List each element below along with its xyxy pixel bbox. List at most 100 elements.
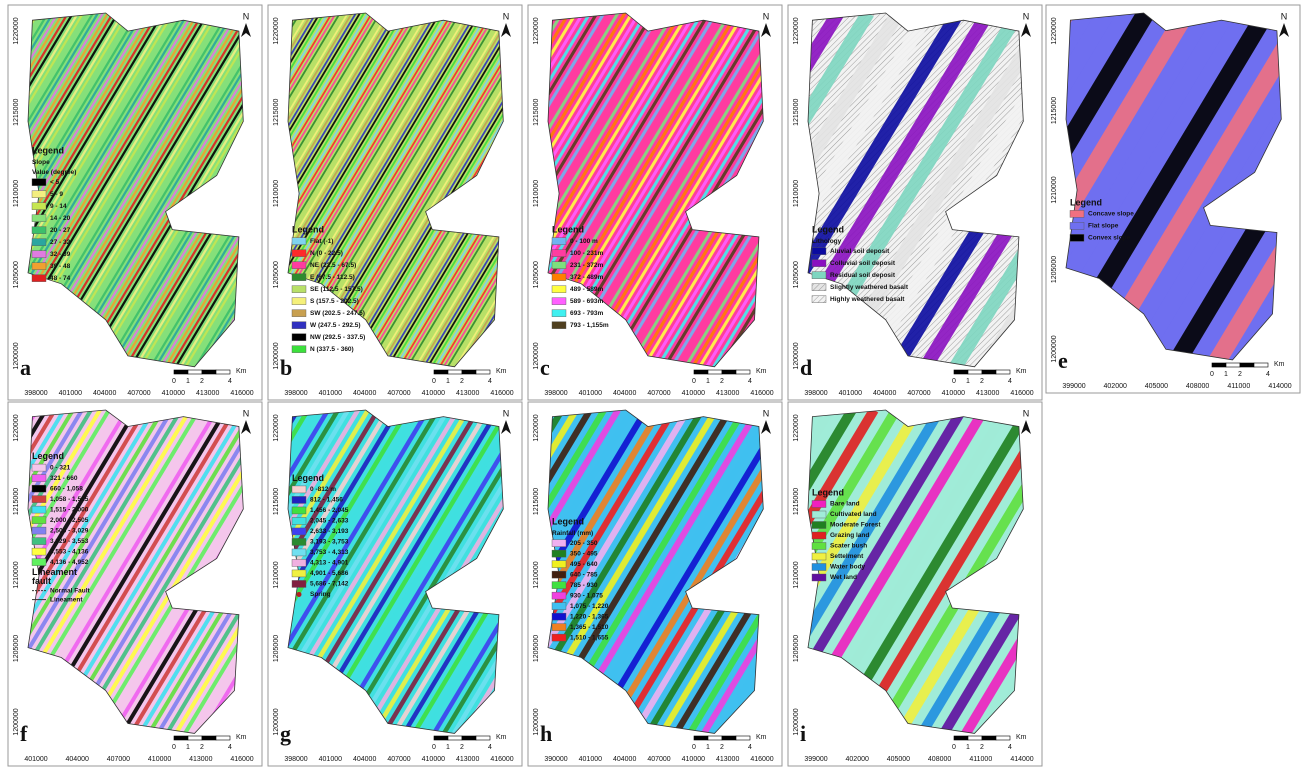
legend-title: Legend — [32, 451, 64, 461]
y-tick-label: 1220000 — [13, 17, 20, 44]
scale-label: 2 — [460, 378, 464, 385]
legend-swatch — [292, 298, 306, 305]
legend-label: Scater bush — [830, 543, 867, 550]
panel-letter: i — [800, 721, 806, 746]
legend-label: 660 - 1,058 — [50, 485, 83, 492]
x-tick-label: 404000 — [613, 756, 636, 763]
x-tick-label: 407000 — [647, 390, 670, 397]
scale-unit: Km — [236, 734, 247, 741]
map-feature — [1094, 410, 1292, 740]
legend-label: 812 - 1,456 — [310, 497, 343, 504]
scale-segment — [188, 736, 202, 740]
scale-label: 0 — [172, 744, 176, 751]
scale-segment — [216, 370, 230, 374]
scale-label: 1 — [966, 378, 970, 385]
y-tick-label: 1220000 — [533, 17, 540, 44]
legend-swatch — [292, 262, 306, 269]
y-tick-label: 1220000 — [273, 414, 280, 441]
legend-swatch — [812, 564, 826, 571]
legend-label: Spring — [310, 591, 331, 598]
legend-swatch — [292, 496, 306, 503]
legend-swatch — [32, 215, 46, 222]
y-tick-label: 1220000 — [793, 17, 800, 44]
y-tick-label: 1210000 — [13, 180, 20, 207]
y-tick-label: 1210000 — [13, 561, 20, 588]
legend-swatch — [552, 561, 566, 568]
legend-label: NW (292.5 - 337.5) — [310, 334, 365, 341]
legend-swatch — [552, 250, 566, 257]
map-figure: 1220000121500012100001205000120000039800… — [0, 0, 1306, 772]
legend-label: 4,313 - 4,901 — [310, 560, 349, 567]
legend-label: 9 - 14 — [50, 203, 67, 210]
x-tick-label: 398000 — [284, 390, 307, 397]
north-label: N — [763, 408, 770, 418]
x-tick-label: 404000 — [66, 756, 89, 763]
legend-swatch — [292, 346, 306, 353]
legend-label: 3,753 - 4,313 — [310, 549, 349, 556]
x-tick-label: 402000 — [1104, 383, 1127, 390]
scale-label: 2 — [980, 378, 984, 385]
legend-swatch — [812, 511, 826, 518]
north-label: N — [243, 11, 250, 21]
x-tick-label: 401000 — [59, 390, 82, 397]
legend-label: 5,686 - 7,142 — [310, 581, 349, 588]
scale-segment — [996, 736, 1010, 740]
scale-label: 4 — [1008, 744, 1012, 751]
legend-title: Legend — [552, 225, 584, 235]
scale-label: 0 — [692, 378, 696, 385]
y-tick-label: 1220000 — [273, 17, 280, 44]
legend-swatch — [1070, 210, 1084, 217]
legend-label: 589 - 693m — [570, 298, 603, 305]
y-tick-label: 1210000 — [273, 180, 280, 207]
legend-swatch — [552, 286, 566, 293]
map-feature — [1050, 410, 1248, 740]
legend-label: 1,058 - 1,515 — [50, 496, 89, 503]
x-tick-label: 416000 — [750, 756, 773, 763]
legend-label: 1,515 - 2,000 — [50, 506, 89, 513]
scale-label: 1 — [446, 744, 450, 751]
legend-label: 3,193 - 3,753 — [310, 539, 349, 546]
x-tick-label: 413000 — [456, 756, 479, 763]
scale-segment — [694, 370, 708, 374]
panel-letter: h — [540, 721, 552, 746]
scale-label: 4 — [488, 744, 492, 751]
legend-swatch — [552, 262, 566, 269]
scale-label: 0 — [952, 744, 956, 751]
legend-label: 32 - 39 — [50, 251, 71, 258]
legend-label: 693 - 793m — [570, 310, 603, 317]
legend-swatch — [552, 624, 566, 631]
x-tick-label: 401000 — [319, 390, 342, 397]
legend-swatch — [1070, 234, 1084, 241]
scale-label: 0 — [172, 378, 176, 385]
y-tick-label: 1210000 — [1051, 176, 1058, 203]
scale-label: 4 — [748, 744, 752, 751]
x-tick-label: 410000 — [162, 390, 185, 397]
scale-label: 2 — [720, 378, 724, 385]
x-tick-label: 407000 — [387, 390, 410, 397]
legend-swatch — [552, 310, 566, 317]
x-tick-label: 413000 — [716, 390, 739, 397]
y-tick-label: 1205000 — [533, 635, 540, 662]
scale-segment — [174, 370, 188, 374]
page: {"panels": [ {"letter": "a", "north": "N… — [0, 0, 1306, 772]
x-tick-label: 405000 — [887, 756, 910, 763]
legend-title: Legend — [812, 487, 844, 497]
north-label: N — [1281, 11, 1288, 21]
x-tick-label: 407000 — [107, 756, 130, 763]
panel-letter: d — [800, 355, 812, 380]
legend-label: 1,075 - 1,220 — [570, 603, 609, 610]
legend-label: Slightly weathered basalt — [830, 284, 909, 291]
legend-label: E (67.5 - 112.5) — [310, 274, 355, 281]
legend-swatch — [292, 528, 306, 535]
y-tick-label: 1205000 — [793, 261, 800, 288]
legend-label: 793 - 1,155m — [570, 322, 609, 329]
legend-title: Legend — [292, 225, 324, 235]
legend-swatch — [292, 238, 306, 245]
legend-label: 4,136 - 4,952 — [50, 559, 89, 566]
legend-swatch — [32, 191, 46, 198]
x-tick-label: 416000 — [1010, 390, 1033, 397]
legend-swatch — [32, 496, 46, 503]
scale-label: 1 — [706, 378, 710, 385]
legend-swatch — [292, 570, 306, 577]
legend-label: Flat (-1) — [310, 238, 333, 245]
